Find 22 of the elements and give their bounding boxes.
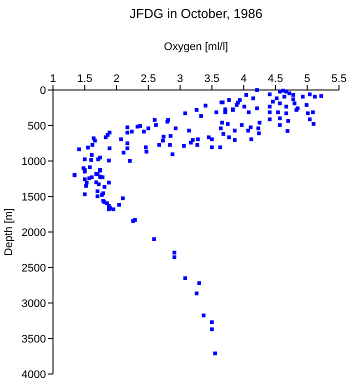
- x-tick-label: 5: [304, 73, 310, 85]
- y-tick-label: 3000: [22, 298, 46, 310]
- y-tick-label: 0: [40, 85, 46, 97]
- x-tick-label: 2.5: [140, 73, 156, 85]
- y-tick-label: 500: [28, 120, 46, 132]
- y-tick-label: 2500: [22, 262, 46, 274]
- x-tick-label: 4.5: [268, 73, 284, 85]
- x-tick-label: 4: [240, 73, 247, 85]
- y-tick-label: 2000: [22, 227, 46, 239]
- chart-title: JFDG in October, 1986: [130, 6, 262, 21]
- x-tick-label: 2: [113, 73, 120, 85]
- x-axis-title: Oxygen [ml/l]: [164, 41, 228, 53]
- y-tick-label: 1000: [22, 156, 46, 168]
- x-tick-label: 3: [177, 73, 184, 85]
- y-axis-title: Depth [m]: [3, 208, 15, 256]
- x-tick-label: 1.5: [77, 73, 92, 85]
- y-tick-label: 3500: [22, 334, 46, 346]
- x-tick-label: 5.5: [331, 73, 347, 85]
- x-tick-label: 1: [50, 73, 56, 85]
- x-tick-label: 3.5: [204, 73, 220, 85]
- y-tick-label: 1500: [22, 192, 46, 204]
- y-tick-label: 4000: [22, 369, 46, 381]
